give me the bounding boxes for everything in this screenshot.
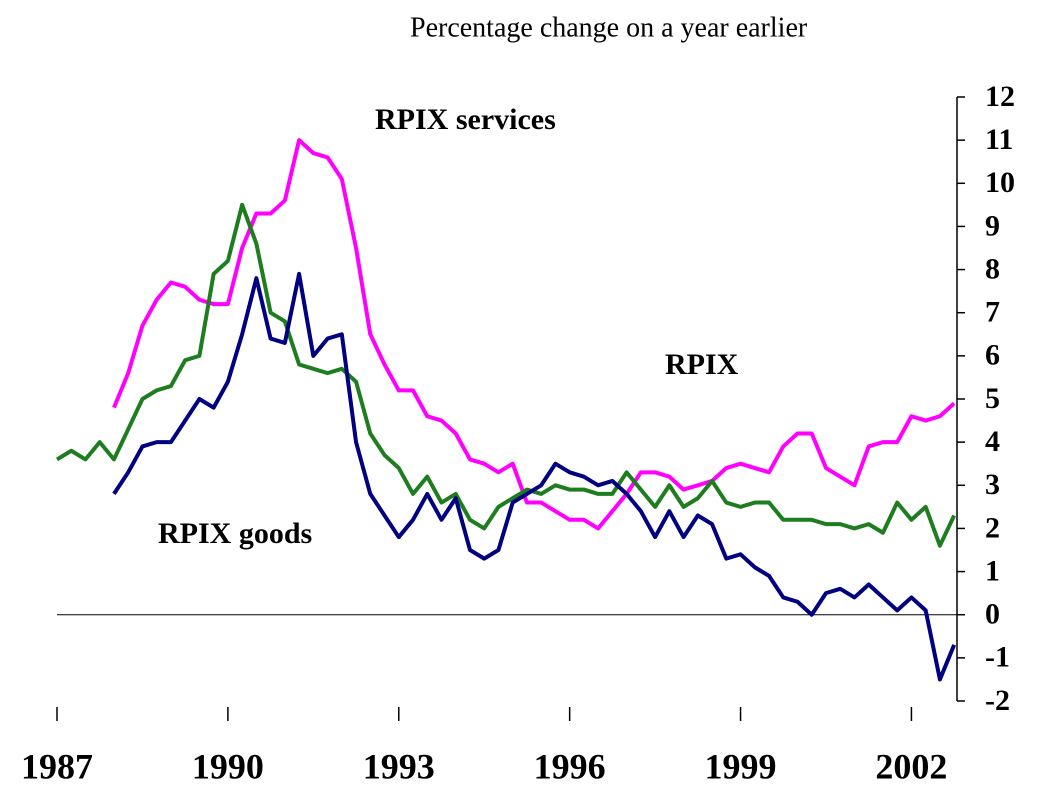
series-line [112,271,957,682]
y-tick-label: -2 [985,684,1010,717]
series-label: RPIX goods [158,517,312,550]
y-tick-label: 10 [985,166,1015,199]
y-tick-label: 6 [985,339,1000,372]
y-tick-label: 5 [985,382,1000,415]
series-label: RPIX [665,348,739,381]
y-tick-label: -1 [985,641,1010,674]
y-tick-label: 2 [985,511,1000,544]
y-tick-label: 8 [985,252,1000,285]
y-tick-label: 3 [985,468,1000,501]
x-tick-label: 2002 [875,746,947,786]
x-tick-label: 1999 [705,746,777,786]
chart-subtitle: Percentage change on a year earlier [410,12,808,43]
x-tick-label: 1996 [534,746,606,786]
y-tick-label: 11 [985,123,1013,156]
x-tick-label: 1987 [21,746,93,786]
y-tick-label: 12 [985,80,1015,113]
y-tick-label: 0 [985,598,1000,631]
series-label: RPIX services [375,103,556,136]
y-tick-label: 4 [985,425,1000,458]
series-line [55,202,956,548]
y-tick-label: 1 [985,554,1000,587]
x-tick-label: 1993 [363,746,435,786]
y-tick-label: 7 [985,296,1000,329]
series-line [112,138,956,531]
y-tick-label: 9 [985,209,1000,242]
x-tick-label: 1990 [192,746,264,786]
